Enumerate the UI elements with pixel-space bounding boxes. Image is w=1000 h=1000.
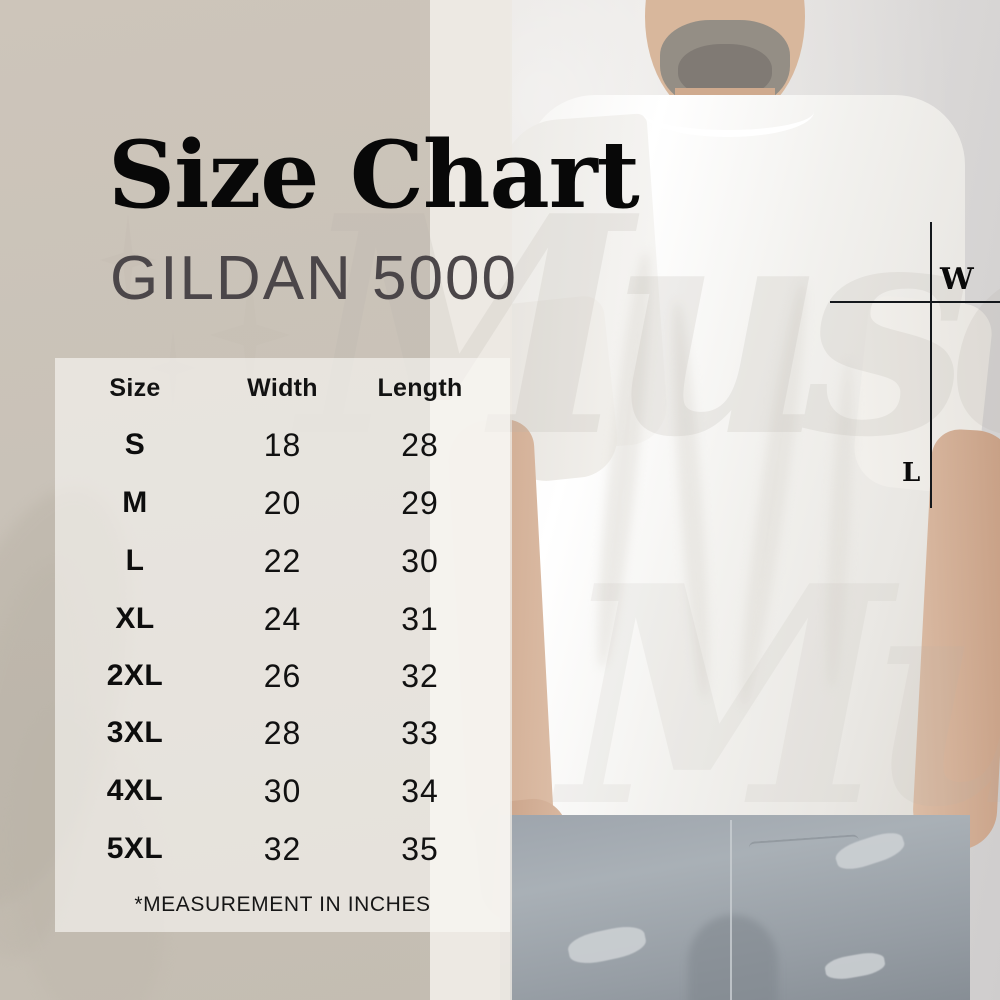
table-row: 2XL 26 32 [55, 651, 510, 701]
cell-size: S [124, 428, 146, 461]
page-title: Size Chart [108, 120, 640, 229]
page-subtitle: GILDAN 5000 [110, 244, 518, 313]
width-label: W [940, 262, 974, 297]
cell-length: 29 [401, 484, 439, 521]
cell-length: 32 [401, 657, 439, 694]
cell-width: 32 [263, 830, 302, 867]
cell-length: 33 [401, 714, 439, 751]
table-header-row: Size Width Length [55, 366, 510, 410]
size-table: Size Width Length S 18 28 M 20 29 L 22 3… [55, 358, 510, 932]
cell-size: 3XL [106, 716, 164, 749]
width-measure-line [830, 301, 1000, 303]
table-row: M 20 29 [55, 478, 510, 528]
measurement-note: *MEASUREMENT IN INCHES [134, 893, 431, 916]
cell-size: M [122, 486, 148, 519]
cell-width: 22 [263, 542, 302, 579]
cell-size: 5XL [106, 832, 164, 865]
cell-width: 30 [263, 772, 302, 809]
table-row: S 18 28 [55, 420, 510, 470]
jeans-shading [688, 915, 778, 1000]
cell-width: 18 [263, 426, 302, 463]
table-row: XL 24 31 [55, 594, 510, 644]
cell-size: 2XL [106, 659, 164, 692]
measurement-diagram: W L [820, 210, 1000, 510]
column-header-width: Width [247, 373, 318, 402]
table-row: 3XL 28 33 [55, 708, 510, 758]
column-header-length: Length [377, 373, 463, 402]
model-photo [430, 0, 1000, 1000]
table-row: 5XL 32 35 [55, 824, 510, 874]
cell-length: 31 [401, 600, 439, 637]
cell-size: XL [115, 602, 155, 635]
length-measure-line [930, 222, 932, 508]
cell-width: 24 [263, 600, 302, 637]
table-row: L 22 30 [55, 536, 510, 586]
size-table-panel [55, 358, 510, 932]
cell-length: 30 [401, 542, 439, 579]
cell-width: 20 [263, 484, 302, 521]
table-row: 4XL 30 34 [55, 766, 510, 816]
cell-size: 4XL [106, 774, 164, 807]
jeans-seam [730, 820, 732, 1000]
tshirt-collar [642, 86, 814, 137]
cell-size: L [125, 544, 145, 577]
cell-width: 28 [263, 714, 302, 751]
length-label: L [902, 458, 921, 488]
cell-length: 34 [401, 772, 439, 809]
cell-width: 26 [263, 657, 302, 694]
cell-length: 28 [401, 426, 439, 463]
cell-length: 35 [401, 830, 439, 867]
column-header-size: Size [109, 373, 161, 402]
